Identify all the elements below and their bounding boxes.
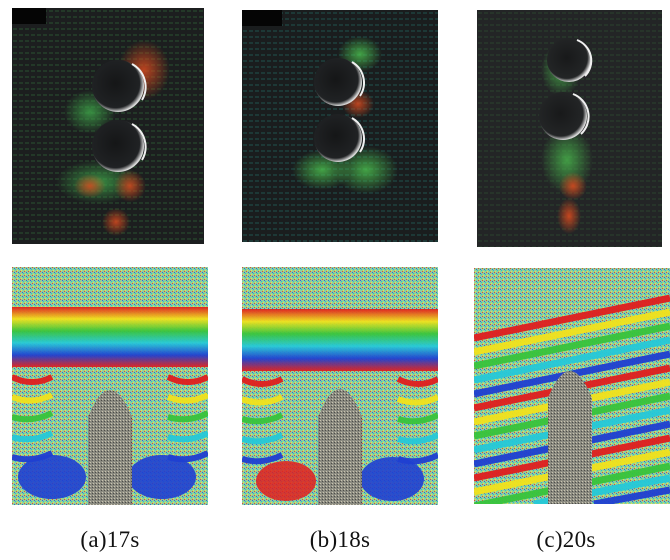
fringe-image-a (12, 267, 208, 505)
fringe-image-c (474, 268, 670, 504)
caption-b: (b)18s (309, 527, 371, 552)
caption-c: (c)20s (536, 527, 596, 552)
piv-image-b (242, 10, 438, 242)
fringe-image-b (242, 267, 438, 505)
piv-image-a (12, 8, 204, 244)
caption-a: (a)17s (80, 527, 140, 552)
piv-image-c (477, 10, 662, 247)
